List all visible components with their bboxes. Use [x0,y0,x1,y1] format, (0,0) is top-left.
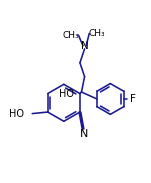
Text: HO: HO [10,109,24,119]
Text: HO: HO [59,89,74,99]
Text: N: N [80,129,88,139]
Text: F: F [130,94,136,104]
Text: CH₃: CH₃ [62,31,79,40]
Text: N: N [81,41,88,51]
Text: CH₃: CH₃ [89,29,105,38]
